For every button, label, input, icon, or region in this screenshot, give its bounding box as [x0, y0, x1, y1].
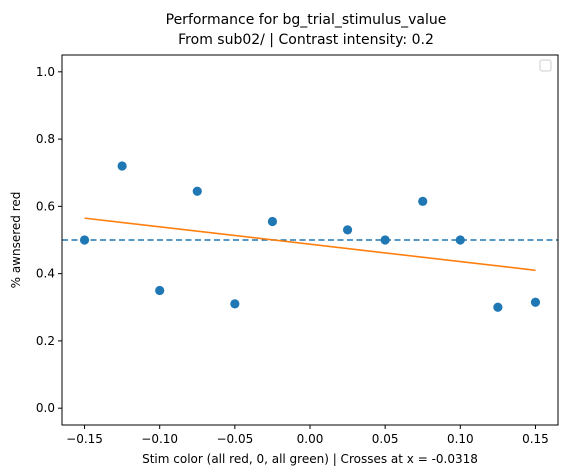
- y-ticks: 0.0 0.2 0.4 0.6 0.8 1.0: [36, 65, 62, 415]
- data-point: [267, 216, 278, 227]
- fit-line: [84, 217, 536, 272]
- data-point: [342, 225, 353, 235]
- legend-box: [539, 59, 552, 72]
- data-point: [117, 161, 127, 171]
- y-tick-label: 1.0: [36, 65, 55, 79]
- x-tick-label: −0.15: [66, 432, 103, 446]
- fit-line-layer: [84, 217, 536, 272]
- y-tick-label: 0.0: [36, 401, 55, 415]
- chart-subtitle: From sub02/ | Contrast intensity: 0.2: [178, 32, 434, 48]
- data-point: [380, 235, 390, 245]
- data-point: [79, 235, 90, 245]
- x-tick-label: −0.10: [141, 432, 178, 446]
- chart-title: Performance for bg_trial_stimulus_value: [166, 12, 447, 28]
- data-point: [493, 302, 503, 312]
- x-tick-label: 0.10: [447, 432, 474, 446]
- data-point: [530, 297, 541, 307]
- x-tick-label: −0.05: [216, 432, 253, 446]
- x-axis-label: Stim color (all red, 0, all green) | Cro…: [142, 452, 478, 466]
- y-tick-label: 0.6: [36, 199, 55, 213]
- y-tick-label: 0.2: [36, 334, 55, 348]
- data-point: [230, 299, 240, 309]
- y-tick-label: 0.4: [36, 267, 55, 281]
- x-tick-label: 0.05: [372, 432, 399, 446]
- data-point: [418, 196, 428, 206]
- x-tick-label: 0.15: [522, 432, 549, 446]
- data-point: [455, 235, 465, 245]
- data-point: [155, 285, 165, 296]
- y-tick-label: 0.8: [36, 132, 55, 146]
- x-tick-label: 0.00: [297, 432, 324, 446]
- y-axis-label: % awnsered red: [9, 192, 23, 289]
- data-point: [192, 186, 202, 196]
- points-layer: [79, 161, 541, 312]
- x-ticks: −0.15 −0.10 −0.05 0.00 0.05 0.10 0.15: [66, 425, 549, 446]
